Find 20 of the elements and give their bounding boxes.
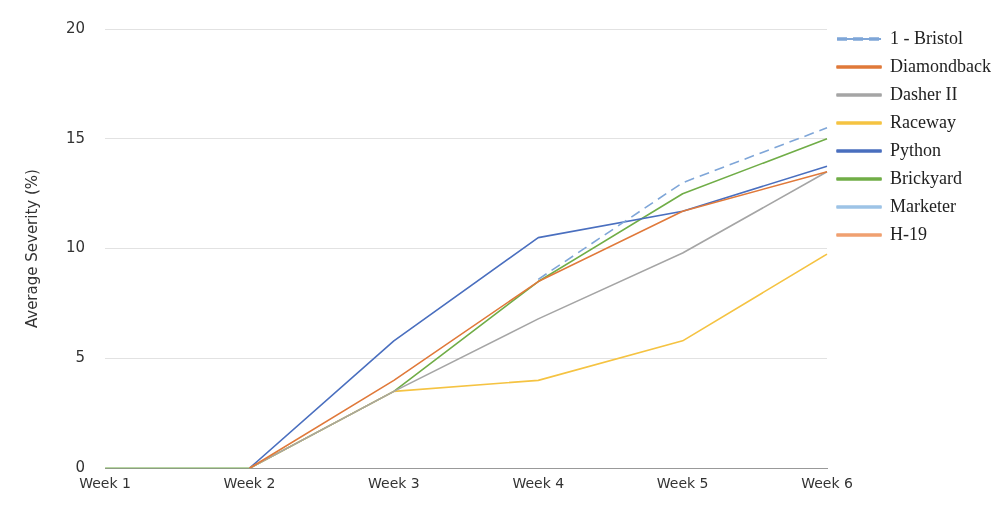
legend-label: Python [890,139,942,160]
x-tick-label: Week 5 [656,475,709,492]
legend-label: Diamondback [890,55,991,76]
legend-label: Marketer [890,195,956,216]
y-tick-label: 0 [75,458,86,477]
legend-label: H-19 [890,223,928,244]
x-tick-label: Week 2 [223,475,276,492]
x-tick-label: Week 3 [368,475,420,492]
y-tick-label: 5 [75,348,86,367]
x-tick-label: Week 4 [512,475,565,492]
legend-label: Raceway [890,111,956,132]
legend-label: Dasher II [890,83,958,104]
x-tick-label: Week 6 [801,475,853,492]
y-tick-label: 10 [65,238,86,257]
y-tick-label: 20 [65,18,86,37]
y-tick-label: 15 [65,128,86,147]
legend-label: 1 - Bristol [890,27,964,48]
x-tick-label: Week 1 [79,475,131,492]
y-axis-title: Average Severity (%) [22,169,41,329]
legend-label: Brickyard [890,167,963,188]
